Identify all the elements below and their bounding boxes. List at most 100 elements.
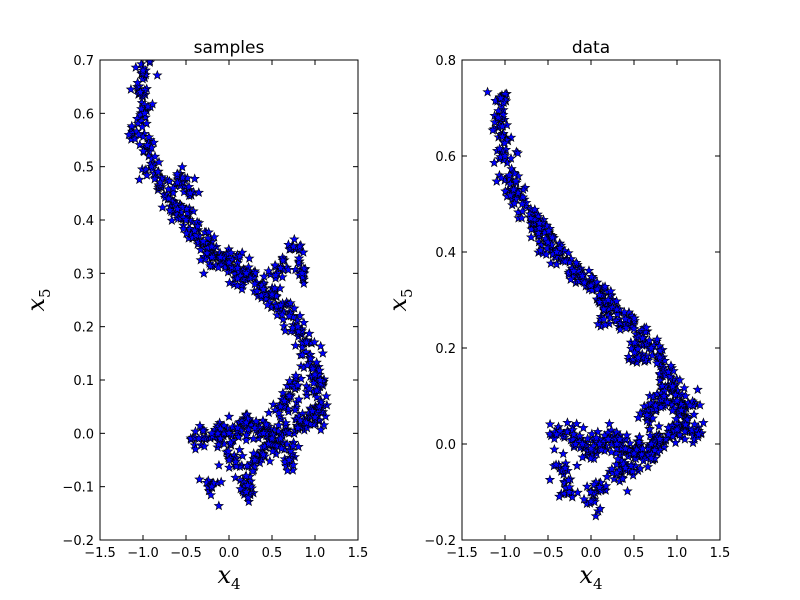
scatter-point-jitter (248, 448, 259, 458)
y-tick-label: 0.5 (73, 161, 94, 176)
scatter-point (284, 390, 295, 401)
scatter-point (499, 150, 511, 161)
scatter-points-samples (123, 60, 333, 511)
scatter-point-jitter (190, 443, 201, 454)
y-ticks-data: −0.2 0.0 0.2 0.4 0.6 0.8 (424, 54, 720, 549)
scatter-point (646, 452, 657, 463)
scatter-point (155, 177, 166, 188)
scatter-point (560, 462, 571, 473)
scatter-point-jitter (198, 268, 209, 278)
scatter-point-jitter (213, 500, 225, 511)
scatter-point-jitter (137, 121, 148, 132)
scatter-point-jitter (247, 465, 258, 476)
scatter-point-jitter (628, 313, 640, 323)
scatter-point-jitter (178, 223, 189, 234)
x-tick-label: 0.0 (581, 546, 602, 561)
scatter-point (568, 265, 579, 276)
scatter-point-jitter (205, 260, 216, 271)
scatter-point (611, 438, 622, 449)
scatter-point (620, 462, 631, 473)
scatter-point-jitter (270, 269, 281, 280)
scatter-point-jitter (164, 175, 175, 186)
scatter-point-jitter (562, 417, 573, 428)
scatter-point-jitter (554, 491, 565, 502)
scatter-point-jitter (213, 262, 224, 273)
scatter-point-jitter (223, 411, 235, 422)
scatter-point-jitter (654, 345, 666, 356)
scatter-point-jitter (644, 335, 655, 345)
scatter-point-jitter (500, 185, 511, 196)
scatter-point (275, 433, 286, 444)
scatter-point (663, 428, 674, 439)
scatter-point-jitter (487, 124, 498, 135)
chart-title-samples: samples (194, 38, 265, 58)
x-tick-label: −1.0 (127, 546, 159, 561)
scatter-point-jitter (171, 168, 183, 179)
scatter-point (172, 177, 183, 188)
scatter-point-jitter (674, 374, 686, 385)
scatter-point-jitter (586, 271, 597, 282)
scatter-point-jitter (551, 259, 562, 269)
scatter-point-jitter (499, 137, 510, 148)
scatter-point-jitter (149, 151, 161, 162)
scatter-point-jitter (692, 384, 703, 395)
scatter-point (525, 212, 536, 223)
scatter-point-jitter (262, 299, 273, 310)
scatter-point (288, 241, 299, 252)
scatter-point-jitter (315, 340, 326, 351)
scatter-point-jitter (215, 423, 226, 434)
scatter-point-jitter (290, 340, 301, 351)
scatter-point-jitter (607, 302, 618, 313)
scatter-point-jitter (617, 473, 628, 484)
scatter-point (568, 428, 579, 439)
scatter-point (206, 251, 217, 262)
scatter-point-jitter (285, 445, 296, 456)
scatter-point (547, 232, 558, 243)
x-tick-label: 0.0 (219, 546, 240, 561)
scatter-point (249, 278, 260, 289)
scatter-point-jitter (571, 418, 582, 429)
scatter-point-jitter (579, 277, 590, 288)
scatter-point-jitter (234, 250, 245, 261)
scatter-point-jitter (309, 336, 320, 347)
scatter-point-jitter (223, 445, 234, 456)
scatter-point-jitter (314, 365, 325, 375)
scatter-point-jitter (199, 440, 210, 451)
scatter-point-jitter (600, 319, 611, 330)
scatter-point-jitter (285, 297, 296, 308)
scatter-point-jitter (505, 132, 517, 142)
scatter-point (492, 112, 504, 123)
x-tick-label: −0.5 (532, 546, 564, 561)
scatter-point-jitter (582, 433, 593, 444)
scatter-point-jitter (549, 443, 560, 454)
scatter-point (284, 454, 295, 465)
scatter-point-jitter (592, 426, 603, 437)
scatter-point-jitter (129, 133, 141, 144)
scatter-point-jitter (517, 205, 528, 216)
scatter-point (249, 454, 260, 465)
scatter-point (301, 417, 312, 428)
scatter-point-jitter (622, 485, 633, 496)
scatter-point-jitter (303, 383, 315, 394)
scatter-point (658, 390, 670, 401)
scatter-point-jitter (232, 280, 243, 291)
x-axis-label-subscript: 4 (231, 575, 241, 593)
scatter-point-jitter (195, 254, 206, 265)
scatter-point-jitter (604, 418, 615, 429)
scatter-point-jitter (642, 461, 654, 472)
scatter-point-jitter (641, 322, 652, 333)
scatter-point-jitter (304, 328, 315, 339)
scatter-point (603, 294, 614, 305)
scatter-point (508, 184, 519, 195)
scatter-point (646, 438, 657, 449)
scatter-point-jitter (177, 161, 188, 172)
scatter-point-jitter (581, 481, 593, 492)
scatter-point (594, 481, 605, 492)
scatter-point-jitter (535, 244, 546, 255)
scatter-point-jitter (277, 387, 289, 398)
scatter-point (232, 262, 243, 273)
x-tick-label: −0.5 (170, 546, 202, 561)
scatter-point (309, 411, 321, 422)
scatter-point-jitter (315, 424, 327, 435)
scatter-point (551, 428, 562, 439)
